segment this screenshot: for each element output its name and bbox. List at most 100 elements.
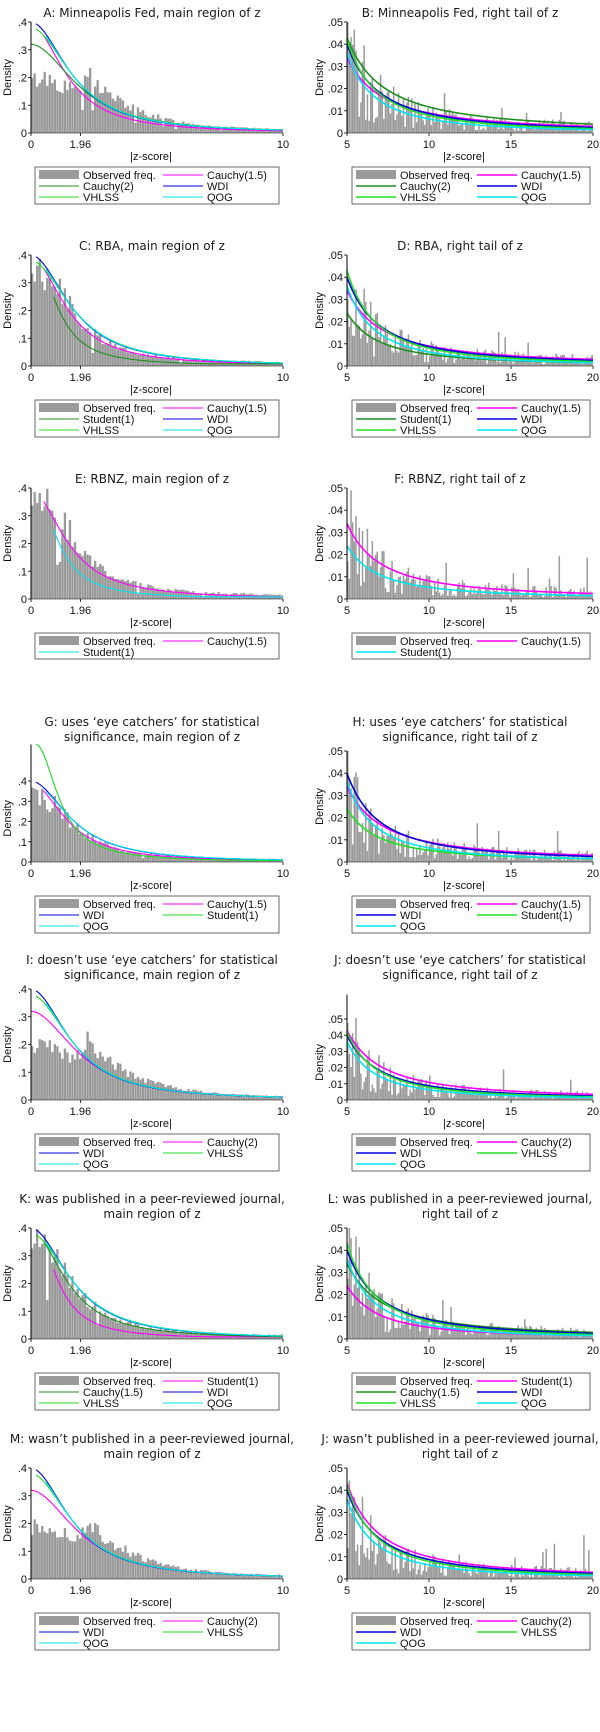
legend: Observed freq. Cauchy(1.5)Student(1) (351, 632, 591, 660)
histogram-bar (119, 579, 122, 599)
histogram-bar (581, 852, 584, 862)
histogram-bar (515, 1098, 518, 1100)
histogram-bar (447, 1326, 449, 1339)
histogram-bar (116, 578, 119, 599)
histogram-bar (501, 1331, 503, 1339)
histogram-bar (121, 579, 125, 599)
legend-label: Observed freq. (83, 636, 156, 648)
histogram-bar (417, 585, 420, 599)
histogram-bar (106, 92, 109, 133)
histogram-bar (484, 1091, 487, 1100)
histogram-bar (350, 490, 352, 599)
histogram-bar (88, 1523, 92, 1579)
histogram-bar (41, 79, 44, 133)
histogram-bar (509, 1575, 511, 1579)
histogram-bar (561, 860, 564, 862)
histogram-bar (515, 360, 518, 366)
histogram-bar (46, 1047, 49, 1100)
histogram-bar (355, 1018, 357, 1100)
histogram-bar (396, 350, 398, 366)
y-axis-label: Density (2, 1026, 14, 1063)
histogram-bar (63, 512, 67, 599)
histogram-bar (209, 1332, 213, 1339)
histogram-bar (214, 1092, 218, 1100)
y-tick-label: 0 (337, 128, 343, 140)
histogram-bar (524, 130, 526, 133)
y-tick-label: .03 (328, 1046, 343, 1058)
histogram-bar (83, 1049, 87, 1100)
histogram-bar (396, 1095, 398, 1100)
histogram-bar (578, 1575, 580, 1579)
histogram-bar (149, 1080, 152, 1100)
histogram-bar (438, 846, 441, 862)
histogram-bar (179, 856, 182, 862)
histogram-bar (154, 1560, 157, 1579)
histogram-bar (78, 1299, 82, 1339)
histogram-bar (94, 560, 97, 599)
histogram-bar (358, 1247, 360, 1339)
histogram-bar (412, 355, 415, 366)
histogram-bar (355, 50, 357, 133)
histogram-bar (409, 1328, 411, 1339)
histogram-bar (383, 1062, 385, 1100)
histogram-bar (538, 1094, 541, 1100)
histogram-bar (565, 1335, 567, 1339)
legend-label: QOG (521, 192, 547, 204)
histogram-bar (533, 1332, 536, 1339)
histogram-bar (581, 593, 584, 599)
histogram-bar (537, 126, 539, 133)
histogram-bar (204, 126, 208, 133)
histogram-bar (366, 528, 369, 599)
histogram-bar (456, 353, 459, 366)
histogram-bar (58, 1269, 62, 1339)
histogram-bar (422, 852, 424, 862)
legend: Observed freq. Cauchy(1.5)WDI Student(1)QO… (351, 895, 591, 934)
histogram-bar (548, 855, 551, 862)
histogram-bar (91, 110, 94, 133)
histogram-bar (81, 1295, 84, 1339)
histogram-bar (71, 826, 74, 862)
legend-swatch-histogram (39, 1616, 79, 1625)
histogram-bar (460, 588, 462, 599)
histogram-bar (275, 1575, 278, 1579)
histogram-bar (73, 313, 77, 366)
histogram-bar (174, 1330, 177, 1339)
histogram-bar (447, 1093, 449, 1100)
histogram-bar (391, 351, 393, 366)
histogram-bar (399, 852, 401, 862)
histogram-bar (514, 1332, 516, 1339)
histogram-bar (474, 1094, 477, 1100)
histogram-bar (99, 563, 102, 599)
histogram-bar (63, 288, 67, 366)
histogram-bar (519, 1095, 521, 1100)
histogram-bar (453, 1565, 456, 1579)
histogram-bar (473, 122, 475, 133)
histogram-bar (488, 1576, 490, 1579)
histogram-bar (376, 1554, 379, 1579)
histogram-bar (376, 551, 379, 599)
histogram-bar (533, 129, 536, 133)
x-tick-label: 1.96 (70, 139, 91, 151)
histogram-bar (240, 1094, 243, 1100)
histogram-bar (573, 1577, 575, 1579)
histogram-observed-freq (31, 787, 283, 862)
x-tick-label: 1.96 (70, 605, 91, 617)
histogram-bar (558, 1096, 561, 1100)
chart-panel-J: J: doesn’t use ‘eye catchers’ for statis… (314, 953, 599, 1172)
histogram-bar (63, 1048, 67, 1100)
legend-label: WDI (400, 910, 421, 922)
histogram-bar (550, 359, 552, 366)
histogram-bar (177, 856, 180, 862)
histogram-bar (91, 1043, 94, 1100)
histogram-observed-freq (31, 67, 283, 133)
histogram-bar (488, 1334, 490, 1339)
histogram-bar (187, 857, 190, 862)
histogram-bar (588, 593, 590, 599)
x-tick-label: 10 (277, 372, 289, 384)
histogram-bar (31, 78, 34, 133)
histogram-bar (538, 1334, 541, 1339)
histogram-bar (365, 119, 367, 133)
histogram-bar (399, 329, 401, 366)
histogram-bar (61, 818, 64, 862)
x-tick-label: 5 (344, 1585, 350, 1597)
